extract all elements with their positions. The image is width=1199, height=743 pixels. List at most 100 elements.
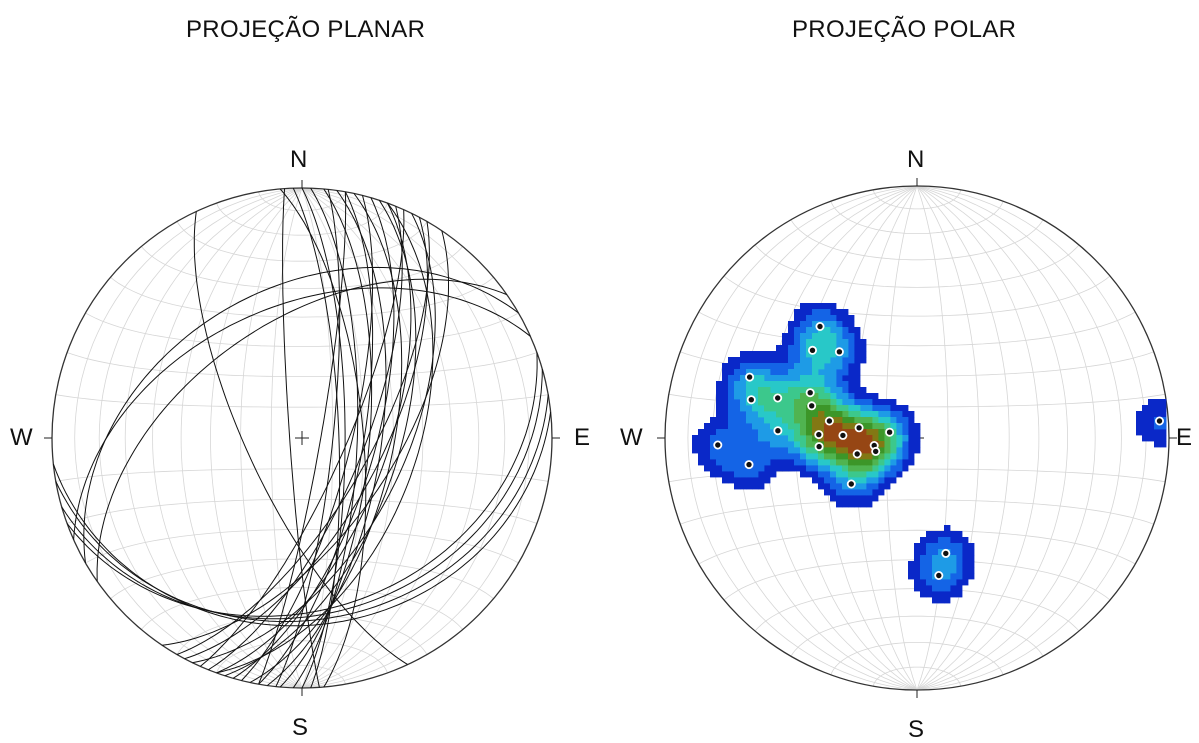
grid-small-circle bbox=[85, 529, 519, 564]
planar-title: PROJEÇÃO PLANAR bbox=[186, 16, 426, 43]
plane-great-circle bbox=[73, 287, 531, 540]
plane-great-circle bbox=[193, 211, 408, 666]
pole-point bbox=[808, 345, 818, 355]
plane-great-circle bbox=[192, 213, 436, 664]
plane-great-circle bbox=[66, 352, 538, 617]
pole-point bbox=[815, 321, 825, 331]
pole-point bbox=[713, 440, 723, 450]
pole-point bbox=[871, 446, 881, 456]
pole-point bbox=[814, 442, 824, 452]
pole-point bbox=[773, 393, 783, 403]
grid-great-circle bbox=[301, 187, 394, 689]
grid-small-circle bbox=[258, 191, 346, 212]
grid-small-circle bbox=[698, 311, 1136, 347]
polar-east-label: E bbox=[1176, 424, 1193, 451]
equal-area-grid bbox=[55, 187, 549, 689]
plane-great-circle bbox=[52, 411, 552, 627]
pole-point bbox=[746, 395, 756, 405]
pole-point bbox=[941, 548, 951, 558]
pole-point bbox=[838, 430, 848, 440]
grid-small-circle bbox=[216, 202, 388, 236]
planar-north-label: N bbox=[290, 146, 308, 173]
plane-great-circle bbox=[292, 187, 359, 689]
polar-title: PROJEÇÃO POLAR bbox=[792, 16, 1017, 43]
grid-great-circle bbox=[301, 187, 530, 689]
pole-point bbox=[852, 449, 862, 459]
grid-small-circle bbox=[754, 588, 1080, 632]
plane-great-circle bbox=[208, 206, 403, 671]
grid-great-circle bbox=[916, 185, 1069, 691]
grid-great-circle bbox=[916, 185, 1122, 691]
plane-great-circle bbox=[249, 193, 403, 683]
grid-small-circle bbox=[830, 201, 1004, 234]
grid-small-circle bbox=[872, 666, 962, 687]
grid-small-circle bbox=[723, 275, 1111, 317]
grid-great-circle bbox=[916, 185, 1096, 691]
pole-point bbox=[824, 416, 834, 426]
planar-east-label: E bbox=[574, 424, 591, 451]
plane-great-circle bbox=[176, 221, 430, 655]
grid-small-circle bbox=[110, 558, 494, 600]
planar-south-label: S bbox=[292, 714, 309, 741]
plane-great-circle bbox=[258, 191, 347, 685]
grid-small-circle bbox=[698, 529, 1136, 565]
pole-point bbox=[814, 430, 824, 440]
pole-point bbox=[854, 423, 864, 433]
plane-great-circle bbox=[282, 188, 320, 688]
pole-point bbox=[807, 401, 817, 411]
grid-small-circle bbox=[110, 276, 494, 318]
plane-great-circle bbox=[96, 278, 507, 582]
polar-stereonet bbox=[657, 178, 1177, 698]
grid-small-circle bbox=[680, 499, 1154, 525]
planar-stereonet bbox=[44, 180, 560, 696]
grid-small-circle bbox=[66, 352, 538, 377]
plane-great-circle bbox=[292, 187, 341, 688]
plane-great-circle bbox=[83, 266, 519, 564]
grid-great-circle bbox=[916, 185, 1010, 691]
grid-small-circle bbox=[176, 614, 428, 655]
plane-great-circle bbox=[216, 202, 434, 674]
pole-point bbox=[773, 426, 783, 436]
grid-great-circle bbox=[74, 187, 303, 689]
pole-point bbox=[885, 427, 895, 437]
polar-south-label: S bbox=[908, 716, 925, 743]
grid-small-circle bbox=[55, 394, 549, 408]
grid-great-circle bbox=[124, 187, 303, 689]
plane-great-circle bbox=[199, 209, 405, 667]
grid-small-circle bbox=[790, 615, 1044, 657]
grid-small-circle bbox=[176, 221, 428, 262]
grid-great-circle bbox=[916, 185, 1147, 691]
plane-great-circle bbox=[279, 188, 373, 688]
grid-small-circle bbox=[141, 586, 463, 630]
plane-great-circle bbox=[224, 199, 417, 677]
density-contours bbox=[692, 303, 1167, 604]
plane-great-circle bbox=[61, 369, 543, 620]
planar-west-label: W bbox=[10, 424, 33, 451]
grid-small-circle bbox=[790, 219, 1044, 261]
pole-point bbox=[846, 479, 856, 489]
grid-great-circle bbox=[152, 187, 303, 689]
plane-great-circle bbox=[301, 187, 346, 689]
pole-point bbox=[805, 388, 815, 398]
pole-point bbox=[834, 347, 844, 357]
grid-small-circle bbox=[830, 642, 1004, 675]
pole-point bbox=[1155, 416, 1165, 426]
pole-point bbox=[745, 372, 755, 382]
plane-great-circle bbox=[258, 191, 374, 685]
grid-small-circle bbox=[55, 468, 549, 482]
grid-small-circle bbox=[754, 244, 1080, 288]
plane-great-circle bbox=[241, 195, 374, 681]
grid-small-circle bbox=[66, 499, 538, 524]
pole-point bbox=[934, 571, 944, 581]
grid-small-circle bbox=[258, 664, 346, 685]
plane-great-circle bbox=[275, 189, 341, 687]
pole-point bbox=[744, 460, 754, 470]
plane-great-circle bbox=[232, 197, 395, 679]
grid-small-circle bbox=[872, 189, 962, 210]
polar-north-label: N bbox=[907, 146, 925, 173]
grid-small-circle bbox=[141, 246, 463, 290]
plane-great-circle bbox=[55, 394, 549, 622]
polar-west-label: W bbox=[620, 424, 643, 451]
plane-great-circle bbox=[216, 202, 412, 674]
